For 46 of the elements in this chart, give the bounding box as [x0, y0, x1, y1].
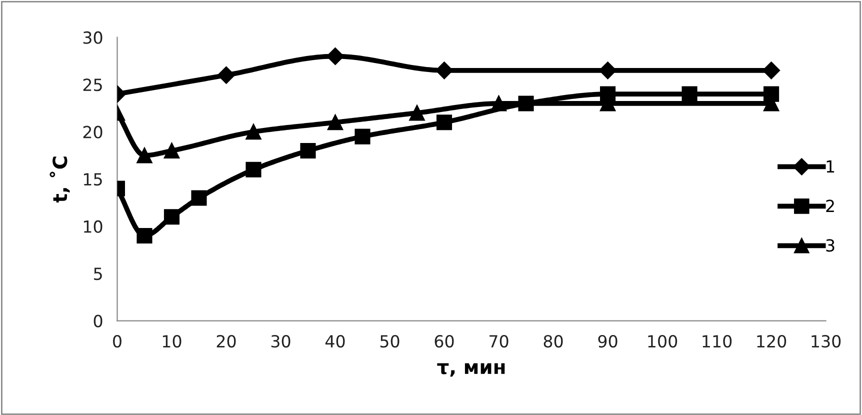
y-axis-title: t, ˚C — [50, 156, 70, 203]
x-tick-label: 100 — [648, 334, 678, 348]
x-tick-label: 60 — [434, 334, 454, 348]
y-tick-label: 25 — [83, 78, 102, 92]
point — [436, 62, 453, 80]
y-tick-label: 15 — [84, 173, 102, 186]
point — [409, 105, 425, 121]
x-tick-label: 0 — [113, 334, 122, 348]
y-tick-label: 20 — [83, 126, 102, 138]
point — [518, 96, 534, 112]
y-tick-label: 5 — [94, 268, 102, 280]
x-tick-label: 70 — [490, 334, 508, 348]
point — [436, 114, 452, 130]
point — [599, 62, 616, 80]
point — [300, 142, 316, 159]
point — [327, 114, 344, 130]
point — [164, 209, 180, 225]
point — [326, 48, 344, 65]
x-tick-label: 20 — [216, 334, 236, 348]
x-axis-title: τ, мин — [437, 363, 505, 377]
legend-label: 1 — [826, 160, 834, 173]
x-tick-label: 50 — [380, 334, 400, 348]
legend-label: 2 — [826, 200, 834, 212]
y-tick-label: 30 — [83, 31, 102, 44]
point — [490, 96, 507, 112]
x-tick-label: 110 — [702, 334, 732, 348]
point — [246, 162, 262, 178]
y-tick-label: 0 — [94, 314, 102, 328]
y-tick-label: 10 — [84, 220, 102, 233]
x-tick-label: 90 — [598, 334, 618, 348]
point — [164, 142, 180, 159]
point — [218, 66, 235, 84]
point — [136, 228, 152, 244]
x-tick-label: 120 — [757, 334, 786, 348]
point — [682, 86, 698, 102]
point — [136, 148, 152, 164]
legend-label: 3 — [826, 239, 834, 252]
x-tick-label: 130 — [812, 334, 841, 348]
point — [246, 124, 262, 140]
x-tick-label: 30 — [271, 334, 290, 348]
point — [191, 190, 207, 206]
x-tick-label: 40 — [325, 334, 345, 348]
point — [354, 128, 370, 144]
x-tick-label: 10 — [162, 334, 182, 348]
point — [762, 62, 780, 80]
x-tick-label: 80 — [544, 334, 563, 348]
